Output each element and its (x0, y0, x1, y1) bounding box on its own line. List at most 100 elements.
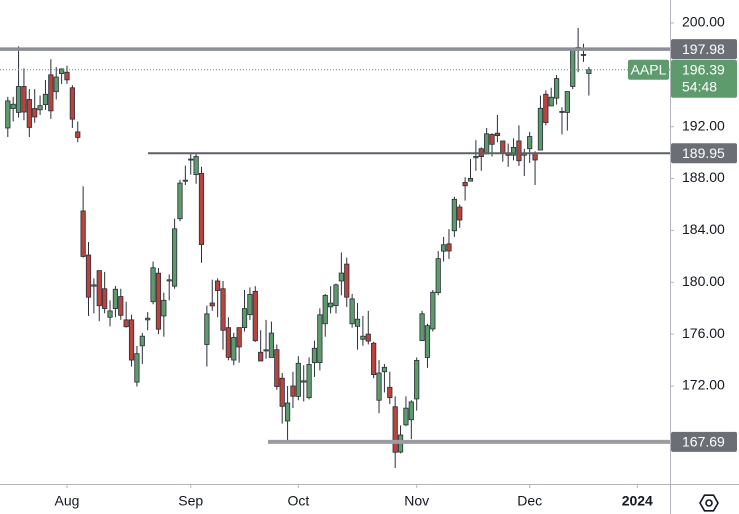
candle-body (236, 327, 242, 348)
candle-body (42, 93, 49, 106)
candle-body (510, 147, 517, 156)
candle-body (489, 134, 495, 145)
candle-body (295, 362, 301, 397)
candle-body (279, 377, 285, 407)
candle-body (440, 244, 447, 252)
candle-body (171, 228, 178, 287)
symbol-box (628, 59, 669, 80)
level-label-box (671, 39, 737, 60)
candle-body (435, 258, 441, 294)
candle-body (118, 296, 124, 316)
symbol-label: AAPL (631, 61, 667, 77)
candle-body (188, 158, 194, 161)
candle-body (215, 280, 221, 291)
candle-body (21, 86, 27, 113)
candle-body (494, 132, 501, 137)
candle-body (500, 140, 506, 154)
candle-body (317, 314, 323, 364)
y-tick-label: 180.00 (682, 273, 725, 289)
candle-body (537, 107, 544, 151)
candle-body (15, 86, 22, 113)
candle-body (64, 71, 70, 81)
y-tick-label: 200.00 (682, 14, 725, 30)
candle-body (258, 351, 264, 362)
candle-body (457, 206, 463, 221)
y-tick-label: 172.00 (682, 377, 725, 393)
candle-body (32, 108, 38, 118)
candle-body (559, 110, 565, 113)
candle-body (263, 349, 269, 352)
candle-body (225, 327, 231, 358)
candle-body (414, 360, 420, 400)
candle-body (241, 308, 248, 329)
candle-body (586, 69, 592, 74)
candle-body (53, 76, 59, 93)
candle-body (570, 48, 576, 87)
candle-body (473, 155, 479, 159)
x-tick-label: Aug (55, 493, 80, 509)
price-box (671, 59, 737, 98)
candle-body (301, 380, 307, 383)
candle-body (446, 243, 452, 252)
y-tick-label: 184.00 (682, 221, 725, 237)
candle-body (155, 272, 162, 330)
candle-body (349, 298, 355, 325)
candle-body (419, 313, 425, 342)
candle-body (322, 294, 328, 325)
candle-body (209, 302, 215, 307)
x-tick-label: Sep (178, 493, 203, 509)
settings-icon[interactable] (699, 494, 719, 512)
candle-body (381, 366, 388, 373)
candle-body (166, 279, 172, 282)
candle-body (59, 68, 65, 74)
candle-body (252, 290, 258, 342)
candle-body (123, 319, 129, 328)
candle-body (290, 385, 296, 397)
candle-body (564, 91, 570, 113)
candle-body (128, 319, 135, 361)
candle-body (91, 284, 97, 287)
candle-body (543, 93, 549, 123)
candle-body (376, 372, 382, 401)
countdown-label: 54:48 (682, 78, 717, 94)
x-tick-label: 2024 (622, 493, 653, 509)
x-tick-label: Dec (517, 493, 542, 509)
last-price-label: 196.39 (682, 61, 725, 77)
candle-body (311, 347, 318, 364)
candle-body (516, 140, 522, 162)
candle-body (333, 284, 339, 306)
candle-body (37, 105, 43, 111)
candle-body (553, 78, 560, 99)
candle-body (338, 272, 344, 282)
candle-body (204, 313, 210, 345)
candles (5, 27, 592, 469)
candle-body (150, 267, 156, 303)
candle-body (430, 291, 436, 330)
candle-body (139, 335, 145, 347)
candle-body (403, 407, 409, 426)
x-tick-label: Oct (287, 493, 309, 509)
level-label-box (671, 143, 737, 164)
x-tick-label: Nov (404, 493, 429, 509)
candle-body (451, 198, 457, 232)
candle-body (193, 156, 199, 176)
candle-body (354, 318, 361, 327)
level-label: 167.69 (682, 434, 725, 450)
y-tick-label: 192.00 (682, 117, 725, 133)
level-label-box (671, 431, 737, 452)
candle-body (96, 270, 102, 307)
candle-body (274, 349, 280, 387)
candle-body (48, 74, 54, 112)
candle-body (392, 406, 398, 453)
candle-body (408, 401, 414, 421)
candle-body (10, 103, 16, 109)
candle-body (182, 179, 188, 182)
candle-body (69, 87, 75, 120)
candle-body (231, 337, 237, 361)
candle-body (344, 263, 350, 298)
candle-body (268, 332, 275, 358)
candle-body (161, 299, 167, 317)
candle-body (467, 178, 474, 182)
